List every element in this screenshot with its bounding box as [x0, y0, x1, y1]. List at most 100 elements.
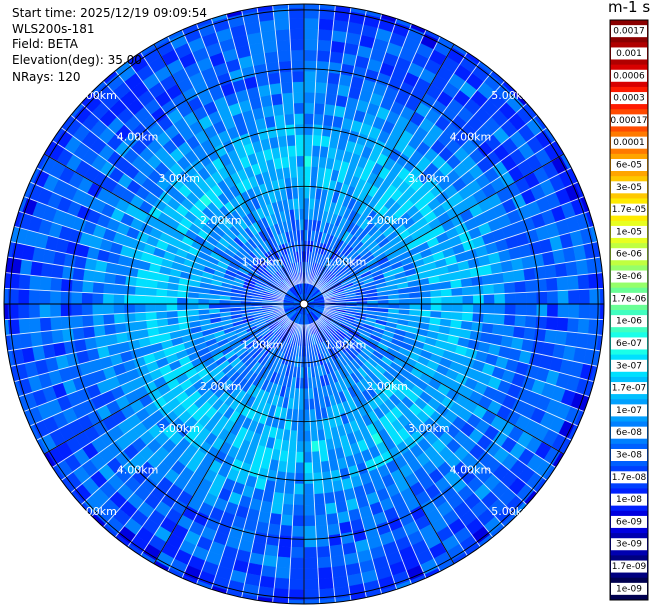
beta-cell: [329, 51, 345, 64]
range-label: 2.00km: [200, 214, 242, 227]
beta-cell: [281, 503, 294, 516]
beta-cell: [19, 259, 33, 276]
beta-cell: [272, 588, 290, 601]
beta-cell: [525, 291, 538, 305]
beta-cell: [296, 166, 305, 178]
beta-cell: [577, 428, 595, 449]
field-text: Field: BETA: [12, 37, 78, 51]
beta-cell: [92, 314, 105, 327]
beta-cell: [283, 482, 295, 495]
beta-cell: [484, 46, 505, 66]
beta-cell: [451, 303, 464, 313]
beta-cell: [60, 278, 73, 293]
instrument-text: WLS200s-181: [12, 22, 95, 36]
beta-cell: [282, 102, 295, 115]
beta-cell: [544, 329, 557, 345]
beta-cell: [325, 512, 340, 526]
beta-cell: [39, 303, 51, 319]
beta-cell: [205, 4, 225, 13]
beta-cell: [39, 317, 52, 332]
beta-cell: [20, 443, 39, 464]
beta-cell: [123, 284, 136, 296]
beta-cell: [70, 291, 83, 305]
beta-cell: [303, 4, 321, 9]
beta-cell: [557, 289, 569, 305]
beta-cell: [37, 117, 56, 138]
beta-cell: [457, 28, 478, 47]
beta-cell: [290, 546, 305, 559]
beta-cell: [590, 189, 604, 210]
colorbar: 0.0017 0.001 0.0006 0.0003 0.00017 0.0001 6e-0…: [609, 19, 649, 601]
beta-cell: [332, 19, 349, 33]
beta-cell: [441, 303, 453, 313]
beta-cell: [283, 113, 295, 126]
beta-cell: [28, 303, 40, 319]
beta-cell: [295, 144, 305, 157]
beta-cell: [493, 282, 506, 295]
beta-cell: [332, 575, 349, 589]
beta-cell: [545, 316, 559, 331]
range-label: 2.00km: [366, 380, 408, 393]
beta-cell: [130, 28, 151, 47]
beta-cell: [292, 91, 305, 104]
beta-cell: [575, 332, 589, 349]
beta-cell: [18, 273, 31, 290]
elevation-text: Elevation(deg): 35.00: [12, 53, 142, 67]
beta-cell: [457, 561, 478, 580]
beta-cell: [315, 524, 329, 537]
range-label: 3.00km: [158, 422, 200, 435]
beta-cell: [504, 303, 517, 316]
beta-cell: [159, 577, 180, 595]
beta-cell: [51, 263, 64, 279]
beta-cell: [314, 503, 327, 516]
beta-cell: [260, 29, 277, 43]
beta-cell: [523, 267, 536, 282]
beta-cell: [531, 91, 552, 112]
beta-cell: [289, 39, 305, 51]
beta-cell: [293, 113, 305, 125]
beta-cell: [472, 294, 485, 305]
beta-cell: [4, 383, 13, 403]
beta-cell: [0, 336, 1, 354]
beta-cell: [316, 49, 331, 63]
beta-cell: [276, 39, 291, 52]
beta-cell: [303, 70, 317, 83]
beta-cell: [51, 329, 64, 345]
beta-cell: [19, 332, 33, 349]
beta-cell: [303, 60, 317, 72]
beta-cell: [565, 260, 579, 277]
beta-cell: [273, 577, 290, 590]
beta-cell: [535, 315, 548, 330]
range-label: 3.00km: [158, 172, 200, 185]
beta-cell: [113, 303, 125, 315]
beta-cell: [303, 525, 317, 538]
beta-cell: [4, 221, 8, 241]
colorbar-tick-label: 0.0017: [613, 27, 645, 37]
beta-cell: [259, 19, 276, 33]
beta-cell: [28, 317, 41, 334]
beta-cell: [280, 514, 294, 527]
beta-cell: [39, 276, 52, 291]
beta-cell: [336, 0, 354, 1]
beta-cell: [81, 292, 93, 305]
beta-cell: [515, 292, 527, 305]
beta-cell: [303, 599, 321, 604]
beta-cell: [279, 71, 293, 84]
beta-cell: [315, 60, 330, 73]
beta-cell: [292, 515, 305, 527]
beta-cell: [268, 512, 283, 526]
beta-cell: [325, 82, 340, 96]
beta-cell: [123, 303, 136, 314]
beta-cell: [514, 314, 527, 328]
beta-cell: [4, 189, 18, 210]
range-label: 5.00km: [491, 89, 533, 102]
beta-cell: [430, 296, 442, 305]
beta-cell: [303, 430, 312, 442]
beta-cell: [0, 238, 4, 256]
beta-cell: [542, 103, 562, 124]
beta-cell: [303, 7, 320, 19]
beta-cell: [71, 315, 84, 329]
beta-cell: [103, 542, 124, 562]
beta-cell: [303, 589, 320, 601]
beta-cell: [472, 312, 485, 324]
